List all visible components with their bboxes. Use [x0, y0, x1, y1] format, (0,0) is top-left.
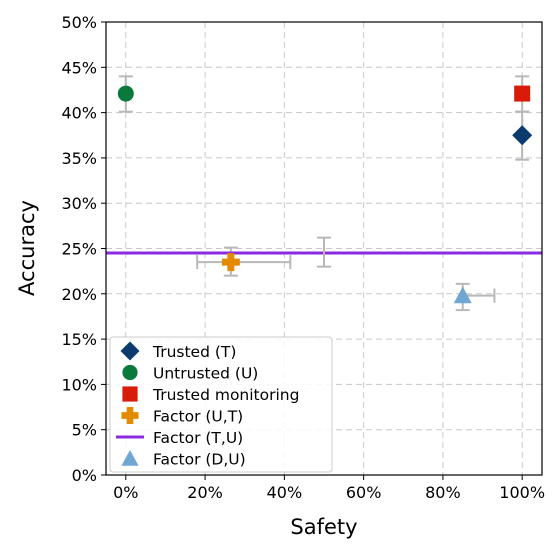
y-axis-label: Accuracy	[15, 200, 39, 296]
y-tick-label: 0%	[72, 466, 97, 485]
x-tick-label: 0%	[113, 483, 138, 502]
x-tick-label: 100%	[499, 483, 545, 502]
legend-marker-factor-d-u	[121, 449, 139, 466]
y-tick-label: 30%	[61, 194, 97, 213]
legend-label-trusted-t: Trusted (T)	[152, 343, 236, 361]
x-tick-label: 20%	[187, 483, 223, 502]
legend-label-untrusted-u: Untrusted (U)	[153, 365, 258, 383]
y-tick-label: 50%	[61, 13, 97, 32]
y-tick-label: 45%	[61, 58, 97, 77]
point-untrusted-u	[117, 85, 134, 102]
y-tick-label: 25%	[61, 240, 97, 259]
legend-marker-factor-u-t	[121, 406, 139, 425]
y-tick-label: 40%	[61, 104, 97, 123]
y-tick-label: 5%	[72, 421, 97, 440]
legend-label-factor-t-u: Factor (T,U)	[153, 429, 243, 447]
y-tick-label: 10%	[61, 375, 97, 394]
x-tick-label: 80%	[425, 483, 461, 502]
legend-label-factor-u-t: Factor (U,T)	[153, 408, 243, 426]
y-tick-label: 20%	[61, 285, 97, 304]
marks-layer	[106, 75, 542, 312]
ticks-layer: 0% 20% 40% 60% 80% 100% 0% 5% 10% 15% 20% 25% 30% 35%…	[61, 13, 545, 502]
point-factor-u-t	[221, 253, 240, 272]
y-tick-label: 15%	[61, 330, 97, 349]
x-tick-label: 40%	[267, 483, 303, 502]
legend: Trusted (T) Untrusted (U) Trusted monitori…	[109, 336, 333, 473]
legend-marker-untrusted-u	[122, 364, 138, 381]
point-trusted-monitoring	[514, 85, 531, 102]
legend-label-trusted-monitoring: Trusted monitoring	[152, 386, 299, 404]
legend-marker-trusted-t	[120, 341, 140, 361]
x-tick-label: 60%	[346, 483, 382, 502]
point-factor-d-u	[453, 286, 472, 304]
y-tick-label: 35%	[61, 149, 97, 168]
legend-frame	[109, 336, 333, 473]
legend-marker-trusted-monitoring	[122, 386, 138, 402]
x-axis-label: Safety	[290, 515, 357, 539]
point-trusted-t	[512, 125, 533, 146]
legend-label-factor-d-u: Factor (D,U)	[153, 451, 246, 469]
